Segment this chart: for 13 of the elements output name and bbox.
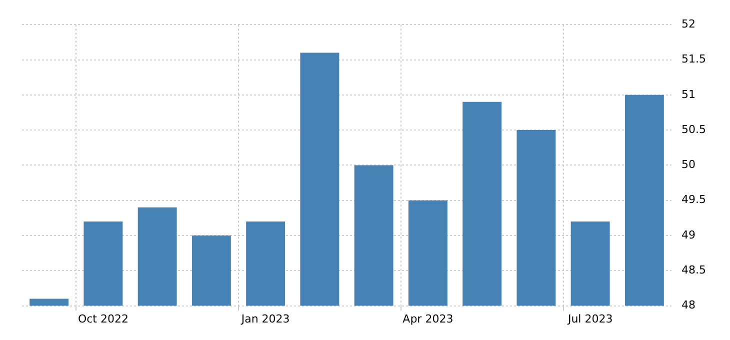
- y-tick-label: 51: [682, 88, 696, 101]
- y-tick-label: 49: [682, 228, 696, 242]
- x-tick-label: Oct 2022: [78, 312, 128, 326]
- x-tick-label: Apr 2023: [402, 312, 454, 326]
- y-tick-label: 48.5: [682, 264, 706, 277]
- x-tick-label: Jan 2023: [240, 312, 290, 326]
- y-tick-label: 50: [682, 158, 696, 172]
- x-tick-label: Jul 2023: [566, 312, 613, 326]
- y-tick-label: 48: [682, 298, 696, 312]
- y-tick-label: 52: [682, 17, 696, 30]
- y-tick-label: 49.5: [682, 193, 706, 206]
- y-tick-label: 51.5: [682, 52, 706, 66]
- y-tick-label: 50.5: [682, 122, 706, 136]
